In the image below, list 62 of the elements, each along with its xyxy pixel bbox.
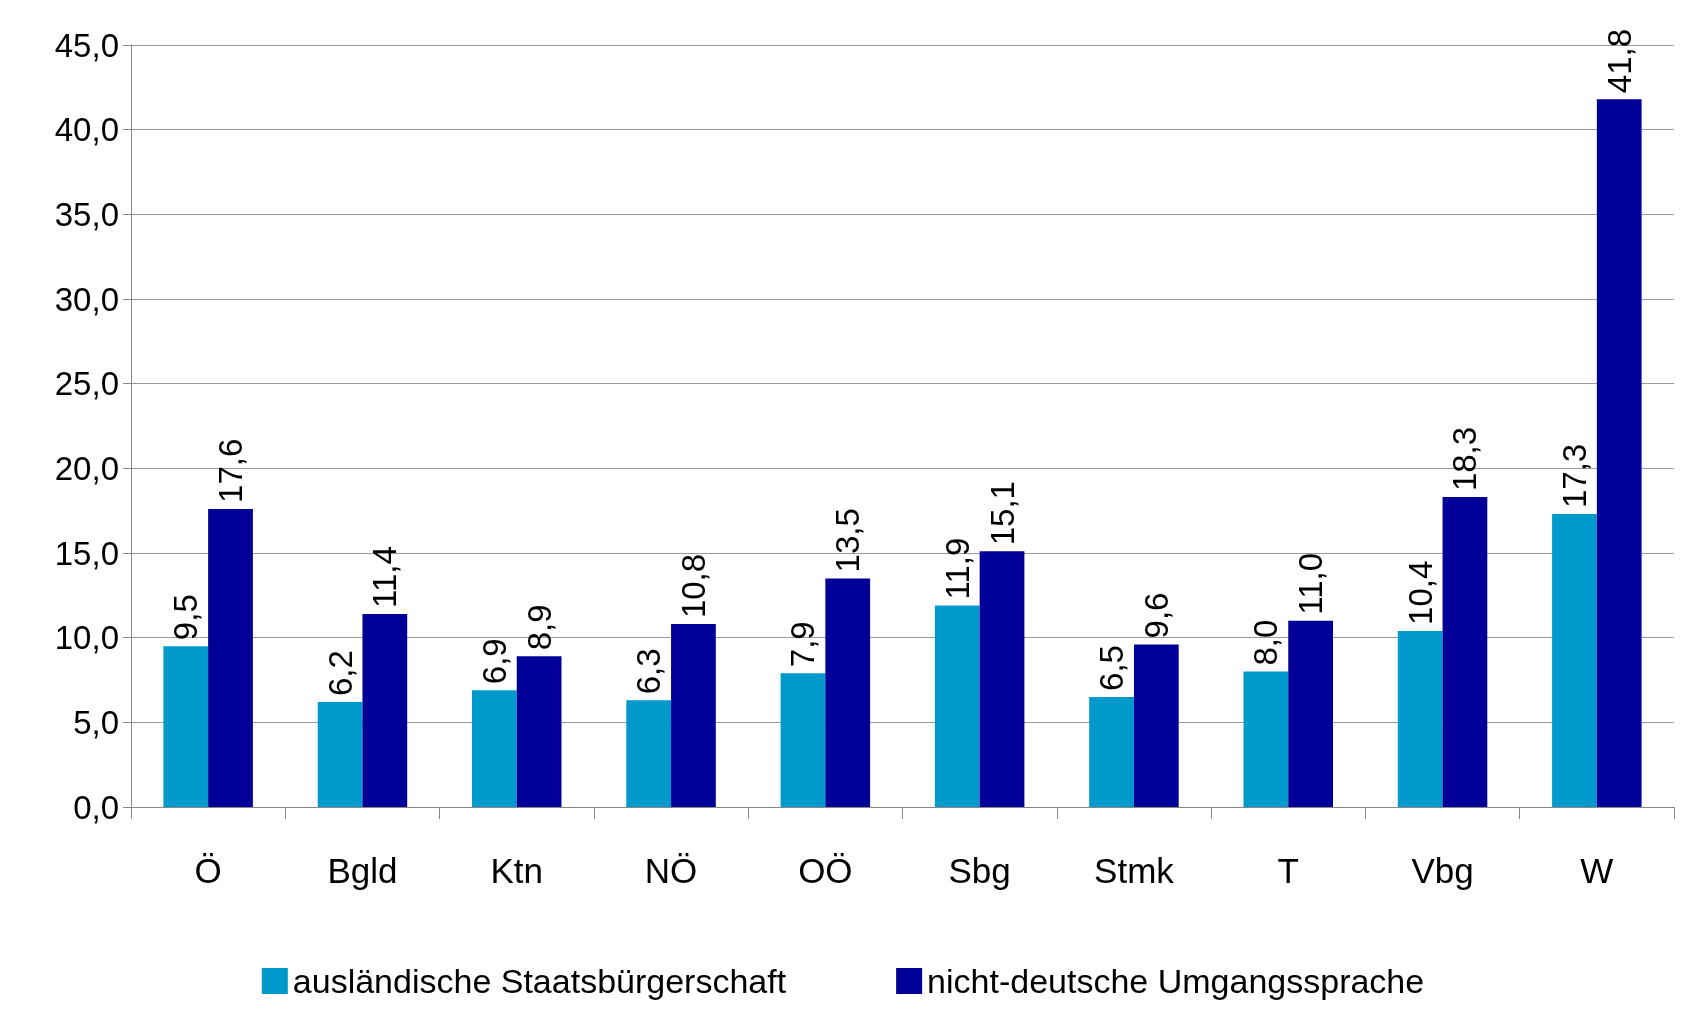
bar — [780, 673, 826, 807]
bar — [934, 605, 980, 807]
data-label: 6,3 — [630, 648, 668, 695]
x-tick-label: Ö — [194, 851, 222, 890]
x-tick-label: Sbg — [948, 851, 1011, 890]
y-tick-label: 30,0 — [54, 280, 119, 318]
y-tick-label: 45,0 — [54, 26, 119, 64]
bar — [626, 700, 672, 807]
bar — [671, 624, 716, 807]
data-label: 18,3 — [1446, 426, 1484, 492]
data-label: 15,1 — [983, 481, 1021, 546]
x-tick-label: NÖ — [644, 851, 698, 890]
bar — [1133, 644, 1179, 807]
data-label: 10,8 — [674, 553, 712, 619]
data-label: 11,0 — [1292, 552, 1330, 615]
bar — [1552, 514, 1597, 807]
data-label: 41,8 — [1600, 28, 1638, 94]
data-label: 17,3 — [1555, 443, 1593, 509]
data-label: 17,6 — [212, 438, 250, 503]
data-label: 10,4 — [1401, 560, 1439, 625]
data-label: 9,5 — [167, 594, 205, 641]
bar — [1442, 497, 1488, 807]
x-tick-label: Stmk — [1094, 851, 1175, 890]
bar — [362, 613, 408, 807]
data-label: 6,5 — [1093, 645, 1131, 691]
data-label: 9,6 — [1137, 592, 1175, 639]
y-tick-label: 0,0 — [73, 788, 119, 826]
data-label: 7,9 — [784, 621, 822, 668]
bar — [1288, 620, 1333, 807]
legend-label: ausländische Staatsbürgerschaft — [292, 962, 787, 1000]
bar — [208, 508, 253, 807]
data-label: 11,9 — [938, 537, 976, 600]
x-tick-label: T — [1277, 851, 1299, 890]
y-tick-label: 25,0 — [54, 365, 119, 403]
bar — [1596, 99, 1642, 807]
y-tick-label: 10,0 — [54, 619, 119, 657]
y-tick-label: 35,0 — [54, 195, 119, 233]
data-label: 11,4 — [366, 546, 404, 608]
x-tick-label: Vbg — [1411, 851, 1474, 890]
bar — [1397, 630, 1443, 807]
bar — [516, 656, 562, 807]
bar — [979, 551, 1025, 807]
bar — [1089, 696, 1134, 807]
data-label: 6,9 — [475, 638, 513, 685]
y-tick-label: 20,0 — [54, 449, 119, 487]
x-tick-label: W — [1580, 851, 1614, 890]
bar — [825, 578, 871, 807]
bar — [1243, 671, 1289, 807]
y-tick-label: 15,0 — [54, 534, 119, 572]
data-label: 6,2 — [321, 650, 359, 697]
bar — [472, 690, 517, 807]
bar — [317, 702, 363, 807]
data-label: 13,5 — [829, 508, 867, 573]
y-tick-label: 40,0 — [54, 111, 119, 149]
data-label: 8,0 — [1247, 619, 1285, 666]
x-tick-label: Bgld — [327, 851, 398, 890]
y-tick-label: 5,0 — [73, 703, 119, 741]
data-label: 8,9 — [520, 604, 558, 651]
legend-label: nicht-deutsche Umgangssprache — [927, 962, 1425, 1000]
bar — [163, 646, 209, 807]
x-tick-label: Ktn — [490, 851, 544, 890]
x-tick-label: OÖ — [798, 851, 853, 890]
